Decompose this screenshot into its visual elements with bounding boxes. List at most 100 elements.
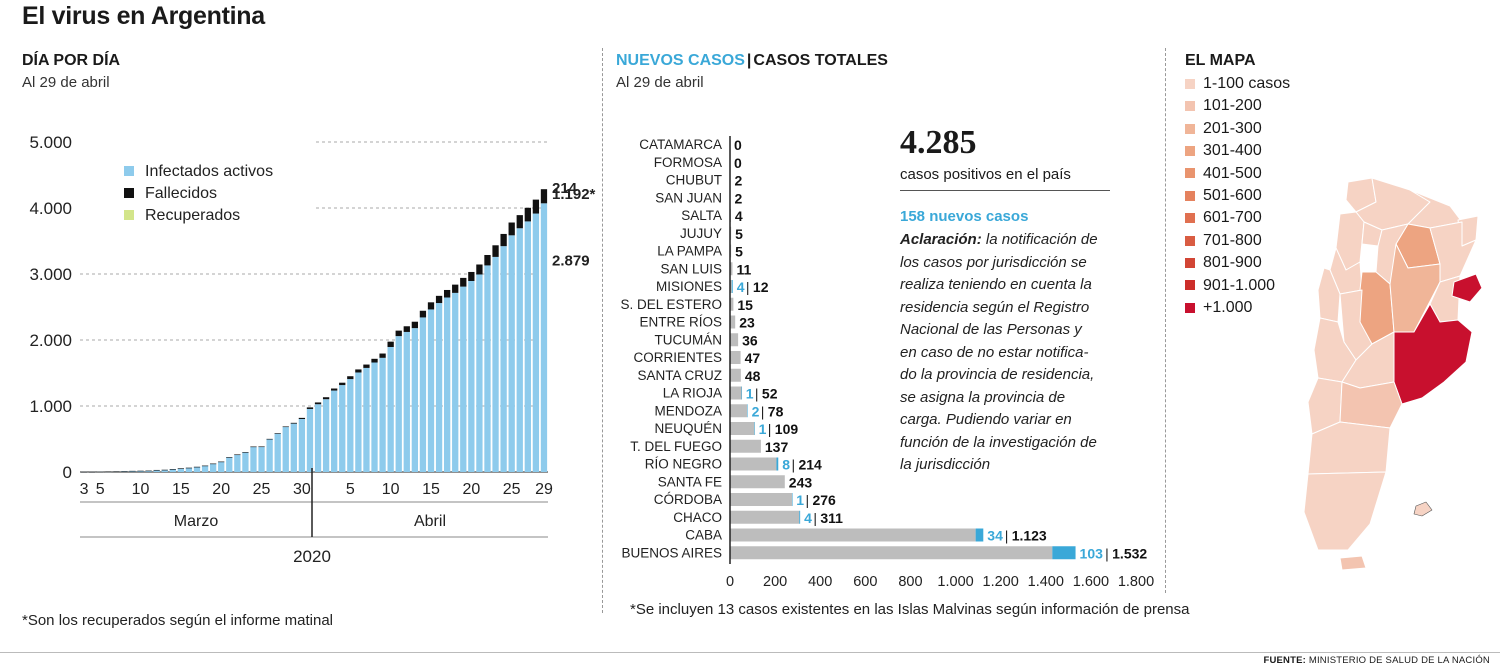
y-tick-label: 1.000 (29, 397, 72, 416)
map-legend-swatch (1185, 235, 1195, 246)
bar-deaths (435, 295, 443, 304)
new-cases-value: 4 (804, 510, 812, 526)
argentina-map (1303, 177, 1483, 571)
daily-bars (80, 189, 548, 473)
bar-deaths (88, 471, 96, 473)
x-tick-label: 3 (80, 481, 89, 498)
clarification-line: se asigna la provincia de (900, 388, 1066, 406)
total-cases-value: 137 (765, 439, 789, 455)
map-legend-label: 401-500 (1203, 164, 1262, 182)
value-separator: | (761, 403, 765, 419)
bar-deaths (121, 471, 128, 472)
daily-y-ticks: 0 1.000 2.000 3.000 4.000 5.000 (29, 133, 72, 482)
bar-infected (314, 404, 322, 472)
x-tick-label: 5 (346, 481, 355, 498)
map-caba (1451, 273, 1483, 303)
bar-infected (443, 297, 451, 472)
total-cases-value: 48 (745, 368, 761, 384)
province-label: SANTA CRUZ (637, 368, 722, 383)
bar-deaths (500, 233, 507, 247)
total-cases-value: 0 (734, 155, 742, 171)
total-cases-value: 78 (768, 403, 784, 419)
bar-total (730, 351, 741, 364)
new-cases-value: 1 (759, 421, 767, 437)
total-cases-label: casos positivos en el país (900, 166, 1071, 183)
bar-infected (532, 213, 540, 472)
title-total-cases: CASOS TOTALES (753, 52, 888, 69)
map-legend-item: 601-700 (1185, 207, 1290, 229)
bar-infected (242, 452, 249, 472)
x-axis-title: 2020 (293, 547, 331, 566)
bar-infected (161, 469, 168, 472)
x-tick-label: 400 (808, 574, 832, 590)
bar-infected (452, 292, 459, 472)
map-santacruz (1303, 471, 1387, 551)
bar-infected (290, 423, 297, 472)
total-cases-value: 2 (734, 190, 742, 206)
bar-deaths (443, 289, 451, 298)
map-tdelfuego (1339, 555, 1367, 571)
bar-infected (145, 470, 152, 472)
map-legend-label: 301-400 (1203, 142, 1262, 160)
y-tick-label: 0 (63, 463, 72, 482)
month-label: Abril (414, 513, 446, 530)
clarification-line: función de la investigación de (900, 433, 1097, 451)
value-separator: | (1005, 528, 1009, 544)
clarification-line: los casos por jurisdicción se (900, 253, 1087, 271)
provinces-chart: CATAMARCA 0 FORMOSA 0 CHUBUT 2 SAN JUAN 2 SALTA 4… (620, 136, 1154, 590)
new-cases-value: 2 (752, 403, 760, 419)
divider-left (602, 48, 603, 613)
clarification-line: la jurisdicción (900, 456, 991, 473)
bar-deaths (80, 471, 88, 473)
value-separator: | (768, 421, 772, 437)
total-cases-value: 4 (735, 208, 743, 224)
map-legend: 1-100 casos 101-200 201-300 301-400 401-500 5… (1185, 73, 1290, 319)
bar-infected (218, 461, 225, 472)
x-tick-label: 1.000 (937, 574, 973, 590)
page-title: El virus en Argentina (22, 2, 265, 30)
bar-infected (153, 470, 160, 472)
province-label: CABA (685, 528, 722, 543)
bar-new (776, 457, 779, 471)
bar-deaths (258, 446, 265, 448)
x-tick-label: 20 (462, 481, 480, 498)
bar-infected (484, 265, 491, 472)
map-legend-swatch (1185, 190, 1195, 201)
bar-infected (193, 466, 201, 472)
bar-deaths (218, 461, 225, 463)
x-tick-label: 800 (898, 574, 922, 590)
bar-infected (540, 203, 548, 472)
bar-deaths (524, 207, 531, 222)
total-cases-value: 12 (753, 279, 769, 295)
legend-swatch (124, 166, 134, 176)
bar-deaths (363, 364, 370, 368)
x-tick-label: 30 (293, 481, 311, 498)
map-legend-swatch (1185, 280, 1195, 291)
bar-deaths (419, 310, 427, 318)
map-legend-item: 401-500 (1185, 163, 1290, 185)
x-tick-label: 29 (535, 481, 553, 498)
province-label: SANTA FE (658, 474, 722, 489)
new-cases-headline: 158 nuevos casos (900, 208, 1029, 225)
bar-new (792, 493, 793, 506)
clarification-line: residencia según el Registro (900, 298, 1090, 316)
bar-deaths (105, 471, 112, 473)
province-label: FORMOSA (654, 155, 722, 170)
value-separator: | (805, 492, 809, 508)
title-new-cases: NUEVOS CASOS (616, 52, 745, 69)
value-separator: | (746, 279, 750, 295)
value-separator: | (791, 457, 795, 473)
bar-infected (298, 419, 306, 472)
bar-total (730, 439, 761, 453)
bar-deaths (411, 321, 419, 329)
total-cases-value: 311 (820, 510, 843, 526)
bar-infected (411, 328, 419, 472)
total-cases-value: 2 (734, 173, 742, 189)
bar-deaths (201, 465, 209, 467)
bar-deaths (540, 189, 548, 204)
end-label-infected: 2.879 (552, 252, 590, 269)
map-legend-swatch (1185, 78, 1195, 89)
bar-deaths (314, 402, 322, 405)
daily-footnote: *Son los recuperados según el informe ma… (22, 612, 334, 629)
